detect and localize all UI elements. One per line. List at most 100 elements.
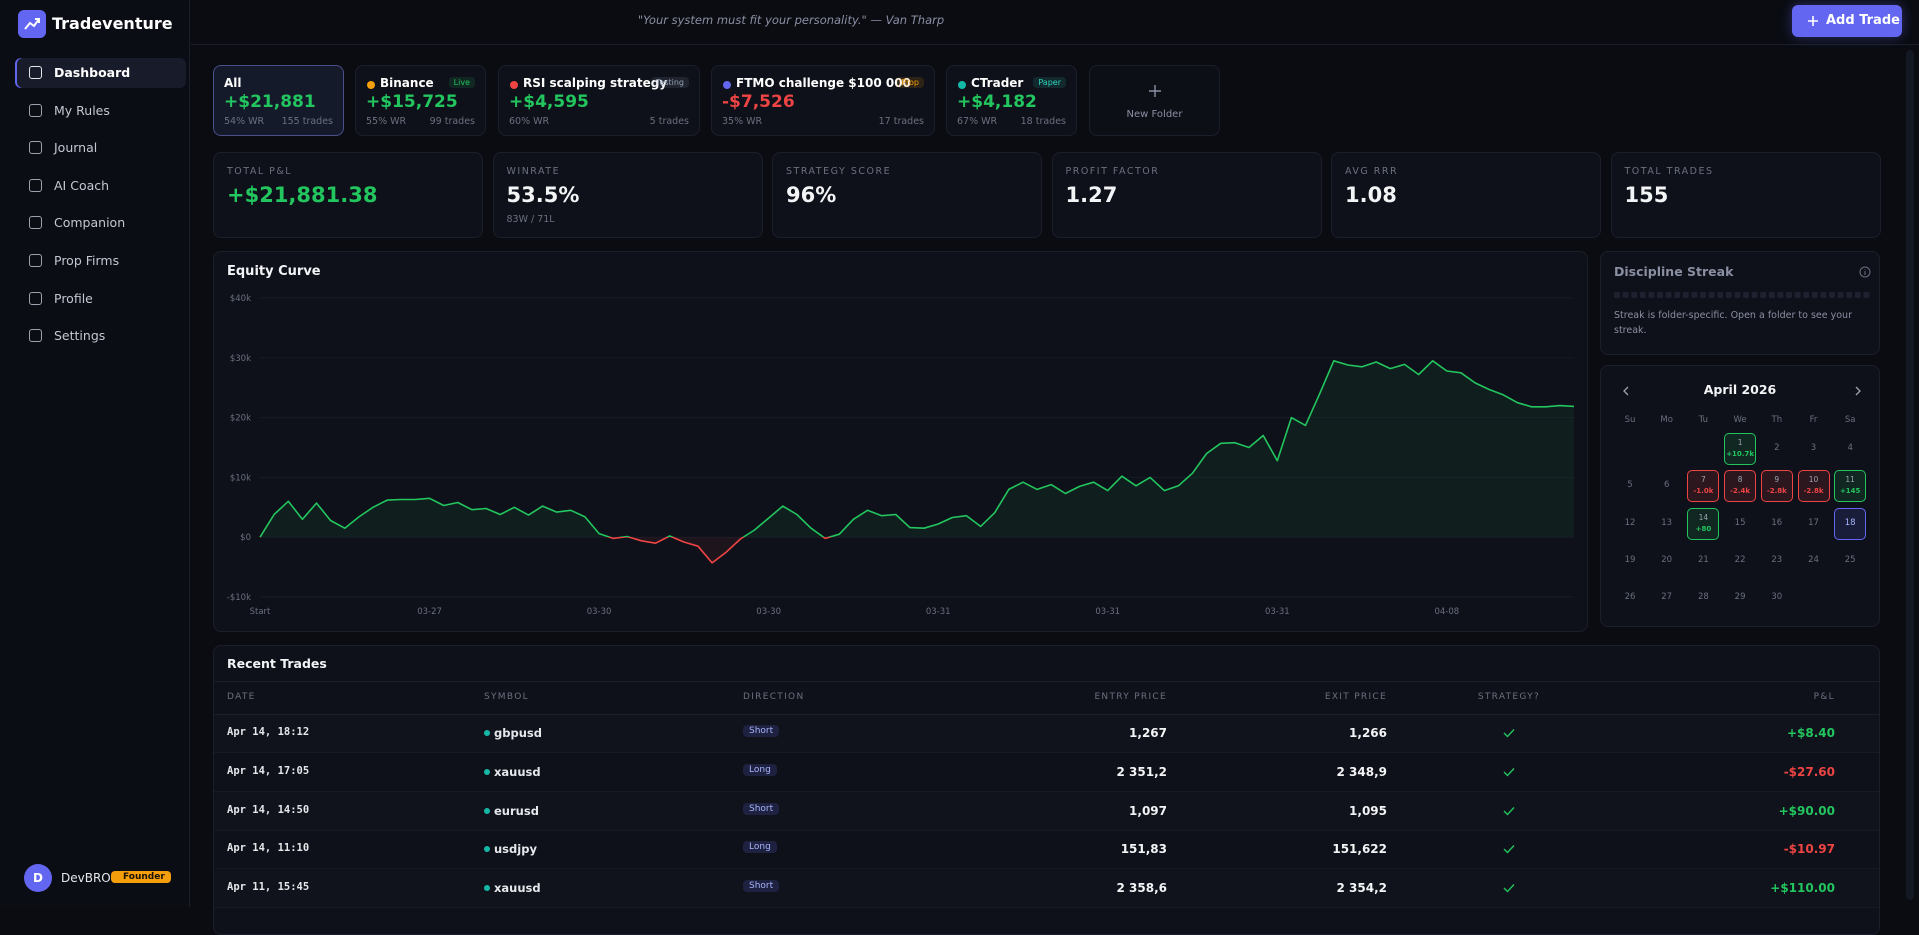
row-bg[interactable]: [214, 754, 1879, 792]
nav-item[interactable]: My Rules: [15, 96, 186, 126]
day-number[interactable]: 15: [1734, 517, 1746, 528]
nav-item[interactable]: Prop Firms: [15, 246, 186, 276]
folder-card[interactable]: CTrader Paper +$4,182 67% WR 18 trades: [946, 65, 1077, 136]
nav-item[interactable]: Settings: [15, 321, 186, 351]
nav-icon: [29, 103, 42, 117]
day-number[interactable]: 23: [1771, 554, 1783, 565]
row-bg[interactable]: [214, 831, 1879, 870]
day-cell[interactable]: 1 +10.7k: [1724, 433, 1757, 465]
exit-price: 2 348,9: [1336, 764, 1387, 779]
streak-slot: [1700, 292, 1706, 298]
nav-item[interactable]: Companion: [15, 208, 186, 238]
entry-price: 151,83: [1120, 842, 1167, 857]
equity-card: Equity Curve -$10k $0 $10k $20k $30k $40k Start…: [213, 251, 1588, 632]
day-number[interactable]: 30: [1771, 592, 1783, 603]
day-number[interactable]: 21: [1697, 554, 1709, 565]
day-number[interactable]: 29: [1734, 592, 1746, 603]
day-cell[interactable]: 10 -2.8k: [1797, 470, 1830, 503]
stat-card: PROFIT FACTOR 1.27: [1051, 152, 1322, 238]
day-number[interactable]: 19: [1624, 554, 1636, 565]
folder-winrate: 54% WR: [224, 116, 265, 127]
folder-card[interactable]: FTMO challenge $100 000 Prop -$7,526 35% WR…: [711, 65, 935, 136]
day-number[interactable]: 22: [1734, 554, 1746, 565]
x-tick-label: 03-31: [1095, 607, 1120, 617]
check: [1503, 729, 1515, 738]
day-number[interactable]: 13: [1661, 517, 1673, 528]
day-number[interactable]: 4: [1847, 443, 1853, 453]
stat-label: STRATEGY SCORE: [786, 166, 892, 177]
day-cell[interactable]: 8 -2.4k: [1724, 470, 1757, 503]
streak-slot: [1648, 292, 1655, 298]
weekday: Sa: [1844, 415, 1856, 425]
nav-icon: [29, 254, 42, 267]
column-header: P&L: [1813, 692, 1835, 702]
nav-item[interactable]: Dashboard: [15, 58, 186, 88]
day-number[interactable]: 16: [1771, 517, 1783, 528]
day-number[interactable]: 25: [1844, 554, 1856, 565]
row-bg[interactable]: [214, 792, 1879, 831]
streak-slot: [1854, 292, 1861, 298]
day-number[interactable]: 24: [1808, 554, 1819, 565]
folder-card[interactable]: RSI scalping strategy Testing +$4,595 60% W…: [498, 65, 700, 136]
streak-slot: [1657, 292, 1663, 298]
day-cell-today[interactable]: 18: [1834, 507, 1867, 540]
stat-value: 1.27: [1065, 183, 1118, 207]
row-bg[interactable]: [214, 715, 1879, 753]
day-cell[interactable]: 14 +80: [1687, 507, 1720, 540]
day-cell[interactable]: 11 +145: [1834, 470, 1867, 503]
nav-item[interactable]: Journal: [15, 133, 186, 163]
day-number[interactable]: 2: [1774, 443, 1780, 453]
folder-winrate: 67% WR: [957, 116, 998, 127]
stat-label: WINRATE: [506, 166, 561, 177]
folder-card[interactable]: All +$21,881 54% WR 155 trades: [213, 65, 344, 136]
calendar-month: April 2026: [1703, 382, 1777, 397]
nav-label: AI Coach: [54, 177, 110, 193]
streak-bar: [1614, 292, 1870, 298]
trade-date: Apr 14, 17:05: [227, 764, 310, 777]
day-number[interactable]: 6: [1663, 480, 1670, 491]
nav-label: Dashboard: [54, 65, 131, 80]
next-month[interactable]: [1855, 386, 1861, 396]
new-folder-card[interactable]: New Folder: [1089, 65, 1220, 136]
nav-item[interactable]: Profile: [15, 284, 186, 314]
folder-card[interactable]: Binance Live +$15,725 55% WR 99 trades: [355, 65, 486, 136]
prev-month[interactable]: [1623, 386, 1629, 396]
stat-card: WINRATE 53.5% 83W / 71L: [492, 152, 763, 238]
streak-slot: [1760, 292, 1767, 298]
day-number: 10: [1808, 475, 1819, 485]
trade-symbol: eurusd: [494, 803, 539, 818]
trade-pnl: -$10.97: [1783, 842, 1835, 857]
day-number[interactable]: 27: [1661, 592, 1673, 603]
symbol-dot: [484, 730, 490, 736]
stat-value: 53.5%: [506, 183, 580, 207]
stat-value: 155: [1624, 183, 1669, 207]
x-tick-label: 03-30: [587, 607, 612, 617]
day-cell[interactable]: 9 -2.8k: [1760, 470, 1793, 503]
add-trade-button[interactable]: Add Trade: [1792, 5, 1902, 37]
page: Tradeventure Dashboard My Rules Journal AI …: [15, 0, 1919, 935]
day-number[interactable]: 26: [1624, 592, 1636, 603]
trade-symbol: xauusd: [494, 881, 541, 896]
nav-label: Journal: [54, 140, 98, 156]
check: [1503, 806, 1515, 816]
day-number[interactable]: 12: [1624, 517, 1636, 528]
direction-badge: Short: [743, 725, 780, 737]
day-pnl: -2.8k: [1766, 487, 1787, 496]
stat-card: TOTAL P&L +$21,881.38: [213, 152, 483, 238]
x-tick-label: 04-08: [1434, 607, 1459, 617]
folder-trades: 18 trades: [1020, 116, 1066, 127]
day-number[interactable]: 28: [1697, 592, 1709, 603]
day-number[interactable]: 3: [1810, 443, 1817, 453]
exit-price: 2 354,2: [1336, 881, 1387, 896]
day-cell[interactable]: 7 -1.0k: [1687, 470, 1720, 503]
streak-slot: [1682, 292, 1689, 298]
streak-slot: [1786, 292, 1792, 298]
entry-price: 2 351,2: [1116, 764, 1167, 779]
day-number[interactable]: 20: [1661, 554, 1673, 565]
day-number[interactable]: 17: [1808, 517, 1819, 528]
day-number: 1: [1737, 438, 1743, 447]
folder-pnl: +$15,725: [366, 92, 458, 112]
day-number[interactable]: 5: [1627, 480, 1633, 491]
nav-item[interactable]: AI Coach: [15, 171, 186, 201]
trade-date: Apr 14, 18:12: [227, 726, 310, 738]
